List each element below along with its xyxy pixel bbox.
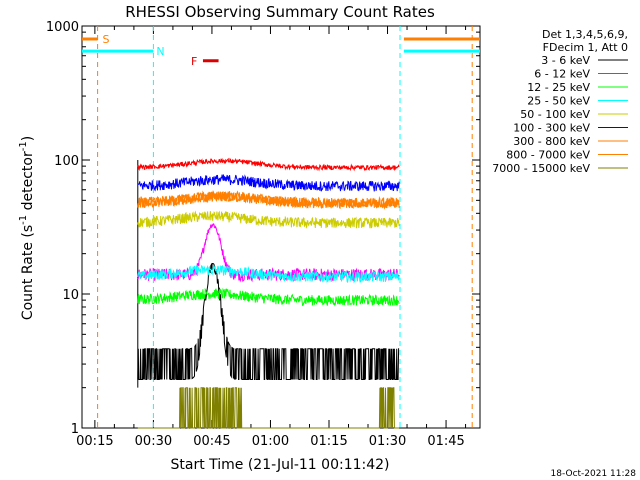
series-line bbox=[137, 387, 400, 429]
legend-entry-label: 25 - 50 keV bbox=[527, 95, 590, 108]
series-lines bbox=[137, 157, 400, 429]
legend-entry-label: 6 - 12 keV bbox=[534, 68, 590, 81]
y-tick-label: 1000 bbox=[46, 20, 79, 35]
y-axis-label: Count Rate (s-1 detector-1) bbox=[18, 136, 36, 320]
x-axis-label: Start Time (21-Jul-11 00:11:42) bbox=[170, 457, 389, 473]
x-tick-label: 01:30 bbox=[369, 434, 406, 449]
legend-entry-label: 100 - 300 keV bbox=[513, 122, 590, 135]
series-line bbox=[137, 287, 400, 307]
series-line bbox=[137, 210, 400, 229]
x-tick-labels: 00:15 00:30 00:45 01:00 01:15 01:30 01:45 bbox=[76, 434, 465, 449]
legend: Det 1,3,4,5,6,9,FDecim 1, Att 03 - 6 keV… bbox=[492, 28, 628, 175]
legend-header: Det 1,3,4,5,6,9, bbox=[542, 28, 628, 41]
legend-entry-label: 50 - 100 keV bbox=[520, 108, 590, 121]
y-tick-label: 1 bbox=[71, 422, 79, 437]
legend-entry-label: 12 - 25 keV bbox=[527, 81, 590, 94]
x-tick-label: 01:45 bbox=[427, 434, 464, 449]
series-line bbox=[137, 157, 400, 172]
x-tick-label: 00:45 bbox=[193, 434, 230, 449]
timestamp: 18-Oct-2021 11:28 bbox=[551, 469, 637, 479]
x-tick-label: 00:15 bbox=[76, 434, 113, 449]
series-line bbox=[137, 264, 400, 284]
series-line bbox=[137, 174, 400, 192]
y-tick-label: 10 bbox=[62, 288, 79, 303]
x-tick-label: 00:30 bbox=[135, 434, 172, 449]
flag-label: F bbox=[191, 55, 197, 68]
flag-label: S bbox=[103, 33, 110, 46]
axis-ticks bbox=[82, 26, 480, 429]
legend-entry-label: 300 - 800 keV bbox=[513, 135, 590, 148]
y-tick-label: 100 bbox=[54, 154, 79, 169]
flag-label: N bbox=[156, 45, 164, 58]
flags: S N F bbox=[82, 26, 480, 428]
legend-entry-label: 7000 - 15000 keV bbox=[492, 162, 590, 175]
series-line bbox=[137, 191, 400, 210]
y-tick-labels: 1 10 100 1000 bbox=[46, 20, 79, 437]
legend-header: FDecim 1, Att 0 bbox=[543, 41, 628, 54]
chart-title: RHESSI Observing Summary Count Rates bbox=[125, 3, 435, 21]
x-tick-label: 01:15 bbox=[310, 434, 347, 449]
plot-frame bbox=[81, 25, 481, 429]
legend-entry-label: 3 - 6 keV bbox=[541, 54, 590, 67]
x-tick-label: 01:00 bbox=[252, 434, 289, 449]
legend-entry-label: 800 - 7000 keV bbox=[506, 149, 590, 162]
series-line bbox=[137, 262, 400, 380]
